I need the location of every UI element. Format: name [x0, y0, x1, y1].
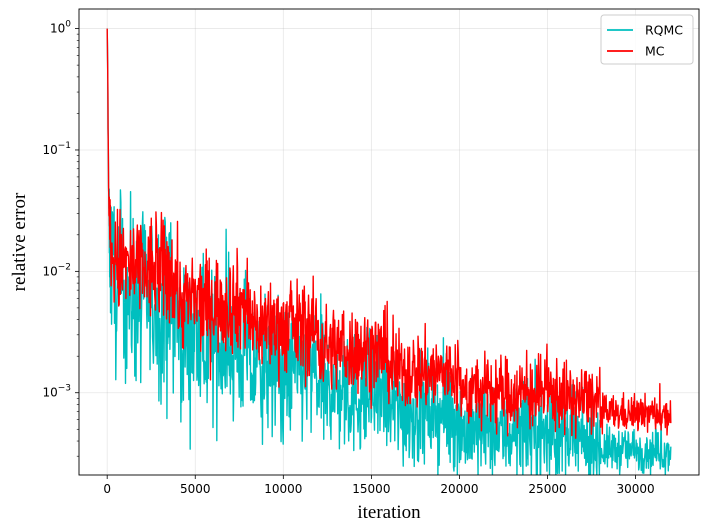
y-tick-label: 10−2: [42, 262, 71, 278]
y-tick-label: 10−1: [42, 141, 71, 157]
x-tick-label: 15000: [352, 482, 390, 496]
y-axis-ticks: 100 10−1 10−2 10−3: [42, 20, 79, 457]
y-tick-label: 100: [50, 20, 71, 36]
x-tick-label: 0: [103, 482, 111, 496]
legend-label-rqmc: RQMC: [645, 23, 683, 38]
x-tick-label: 25000: [528, 482, 566, 496]
x-axis-label: iteration: [357, 502, 421, 523]
plot-frame: [78, 8, 700, 476]
x-tick-label: 5000: [180, 482, 211, 496]
x-tick-label: 20000: [440, 482, 478, 496]
series-lines: [106, 28, 672, 475]
x-tick-label: 30000: [616, 482, 654, 496]
series-line-mc: [106, 28, 672, 439]
y-tick-label: 10−3: [42, 384, 71, 400]
y-axis-label: relative error: [9, 192, 30, 291]
series-line-rqmc: [106, 28, 672, 475]
legend-label-mc: MC: [645, 44, 665, 59]
x-tick-label: 10000: [264, 482, 302, 496]
x-axis-ticks: 0 5000 10000 15000 20000 25000 30000: [103, 475, 655, 496]
legend: RQMC MC: [600, 14, 694, 65]
